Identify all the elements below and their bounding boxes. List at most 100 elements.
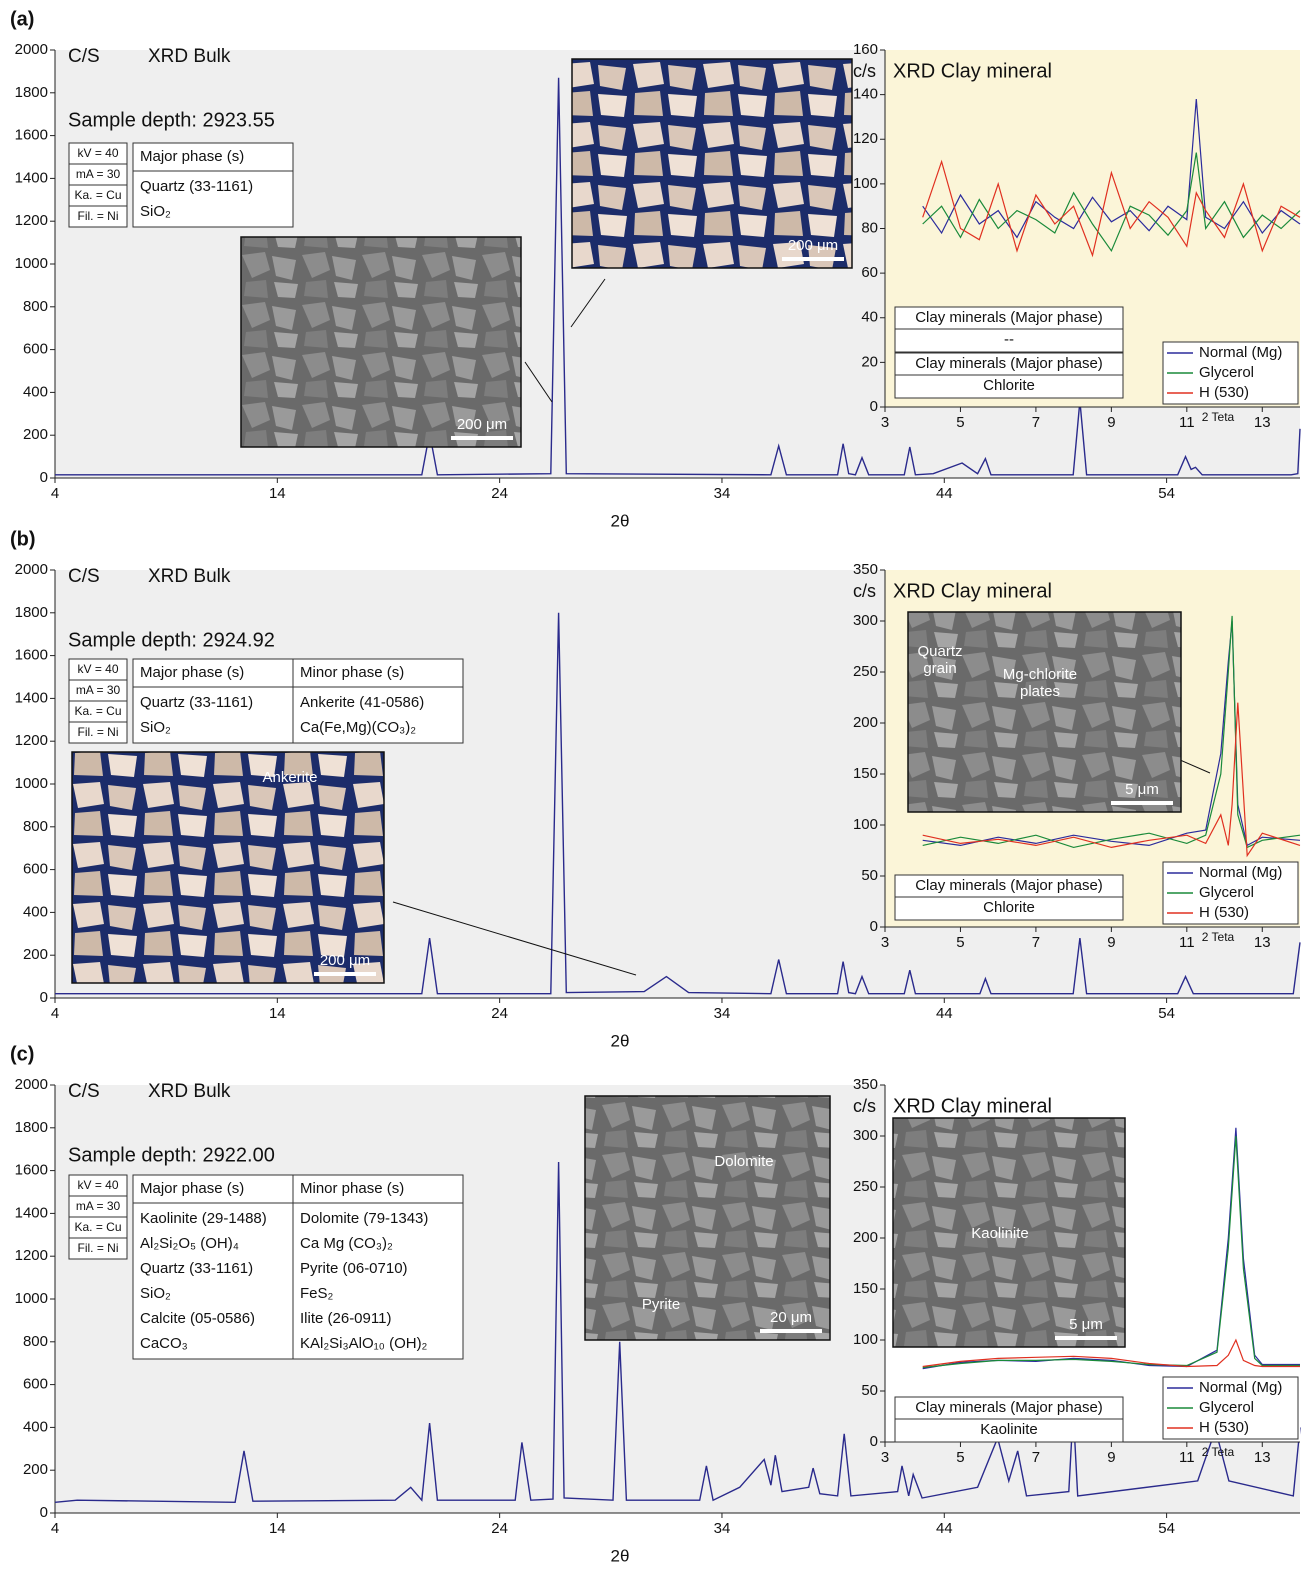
scale-label: 200 μm [457, 416, 507, 433]
y-tick-label: 200 [23, 946, 48, 963]
y-tick-label: 800 [23, 818, 48, 835]
y-tick-label: 100 [853, 1331, 878, 1348]
x-tick-label: 11 [1179, 934, 1195, 951]
condition-label: mA = 30 [76, 683, 121, 697]
y-tick-label: 800 [23, 1333, 48, 1350]
table-cell: Quartz (33-1161) [140, 178, 253, 195]
table-header: Major phase (s) [140, 664, 244, 681]
table-cell: Al₂Si₂O₅ (OH)₄ [140, 1235, 239, 1252]
x-tick-label: 4 [51, 1520, 59, 1537]
x-tick-label: 24 [491, 485, 508, 502]
chart-title: XRD Bulk [148, 566, 231, 587]
table-cell: CaCO₃ [140, 1335, 188, 1352]
x-tick-label: 24 [491, 1520, 508, 1537]
clay-table-header: Clay minerals (Major phase) [915, 877, 1103, 894]
table-cell: Calcite (05-0586) [140, 1310, 255, 1327]
y-tick-label: 0 [870, 918, 878, 935]
y-tick-label: 1600 [15, 1162, 48, 1179]
y-tick-label: 120 [853, 130, 878, 147]
y-tick-label: 200 [853, 1229, 878, 1246]
micrograph-label: Kaolinite [971, 1225, 1029, 1242]
condition-label: Ka. = Cu [74, 1220, 121, 1234]
x-tick-label: 34 [714, 485, 731, 502]
clay-table-value: Chlorite [983, 377, 1035, 394]
x-tick-label: 44 [936, 1005, 953, 1022]
table-header: Major phase (s) [140, 1180, 244, 1197]
clay-y-label: c/s [853, 581, 876, 601]
x-axis-label: 2θ [611, 1546, 630, 1565]
y-tick-label: 250 [853, 663, 878, 680]
y-tick-label: 350 [853, 561, 878, 578]
clay-table-header: Clay minerals (Major phase) [915, 309, 1103, 326]
panel-label: (b) [10, 528, 36, 550]
table-cell: KAl₂Si₃AlO₁₀ (OH)₂ [300, 1335, 428, 1352]
x-tick-label: 9 [1107, 934, 1115, 951]
x-tick-label: 7 [1032, 1449, 1040, 1466]
table-header: Major phase (s) [140, 148, 244, 165]
table-cell: Quartz (33-1161) [140, 694, 253, 711]
micrograph-label: grain [923, 660, 956, 677]
y-tick-label: 0 [40, 989, 48, 1006]
x-tick-label: 54 [1158, 485, 1175, 502]
micrograph-label: Ankerite [262, 769, 317, 786]
y-tick-label: 200 [853, 714, 878, 731]
x-tick-label: 9 [1107, 414, 1115, 431]
micrograph-label: Pyrite [642, 1296, 680, 1313]
y-tick-label: 50 [861, 867, 878, 884]
table-cell: Ankerite (41-0586) [300, 694, 424, 711]
x-tick-label: 11 [1179, 1449, 1195, 1466]
y-tick-label: 400 [23, 1418, 48, 1435]
x-tick-label: 5 [956, 934, 964, 951]
clay-table-value: -- [1004, 331, 1014, 348]
sample-depth: Sample depth: 2923.55 [68, 109, 275, 131]
chart-title: XRD Bulk [148, 1081, 231, 1102]
x-axis-label: 2θ [611, 511, 630, 530]
y-tick-label: 1800 [15, 1119, 48, 1136]
y-tick-label: 0 [870, 398, 878, 415]
y-tick-label: 1800 [15, 84, 48, 101]
table-header: Minor phase (s) [300, 1180, 404, 1197]
y-tick-label: 1600 [15, 647, 48, 664]
y-tick-label: 1200 [15, 732, 48, 749]
y-tick-label: 1800 [15, 604, 48, 621]
legend-label: H (530) [1199, 1419, 1249, 1436]
micrograph-label: Mg-chlorite [1003, 666, 1077, 683]
x-tick-label: 44 [936, 1520, 953, 1537]
clay-title: XRD Clay mineral [893, 60, 1052, 82]
clay-y-label: c/s [853, 61, 876, 81]
condition-label: Fil. = Ni [77, 1241, 118, 1255]
x-axis-label: 2θ [611, 1031, 630, 1050]
table-cell: SiO₂ [140, 719, 171, 736]
scale-label: 5 μm [1069, 1316, 1103, 1333]
y-tick-label: 20 [861, 353, 878, 370]
condition-label: Ka. = Cu [74, 188, 121, 202]
x-tick-label: 13 [1254, 934, 1271, 951]
panel-label: (a) [10, 8, 34, 30]
scale-label: 20 μm [770, 1309, 812, 1326]
x-tick-label: 34 [714, 1005, 731, 1022]
chart-title: XRD Bulk [148, 46, 231, 67]
legend-label: Glycerol [1199, 1399, 1254, 1416]
table-cell: Ca(Fe,Mg)(CO₃)₂ [300, 719, 416, 736]
y-tick-label: 150 [853, 765, 878, 782]
y-tick-label: 160 [853, 41, 878, 58]
x-tick-label: 34 [714, 1520, 731, 1537]
condition-label: Ka. = Cu [74, 704, 121, 718]
x-tick-label: 7 [1032, 934, 1040, 951]
x-tick-label: 3 [881, 934, 889, 951]
clay-x-label: 2 Teta [1202, 410, 1235, 424]
figure: (a) (b) (c) 0200400600800100012001400160… [0, 0, 1314, 1578]
micrograph-label: Dolomite [714, 1153, 773, 1170]
y-tick-label: 150 [853, 1280, 878, 1297]
micrograph [585, 1096, 830, 1340]
y-tick-label: 200 [23, 1461, 48, 1478]
legend-label: Glycerol [1199, 884, 1254, 901]
legend-label: Glycerol [1199, 364, 1254, 381]
clay-table-header: Clay minerals (Major phase) [915, 355, 1103, 372]
y-tick-label: 0 [40, 1504, 48, 1521]
y-tick-label: 40 [861, 309, 878, 326]
y-tick-label: 1000 [15, 775, 48, 792]
y-tick-label: 800 [23, 298, 48, 315]
x-tick-label: 4 [51, 1005, 59, 1022]
x-tick-label: 14 [269, 1520, 286, 1537]
